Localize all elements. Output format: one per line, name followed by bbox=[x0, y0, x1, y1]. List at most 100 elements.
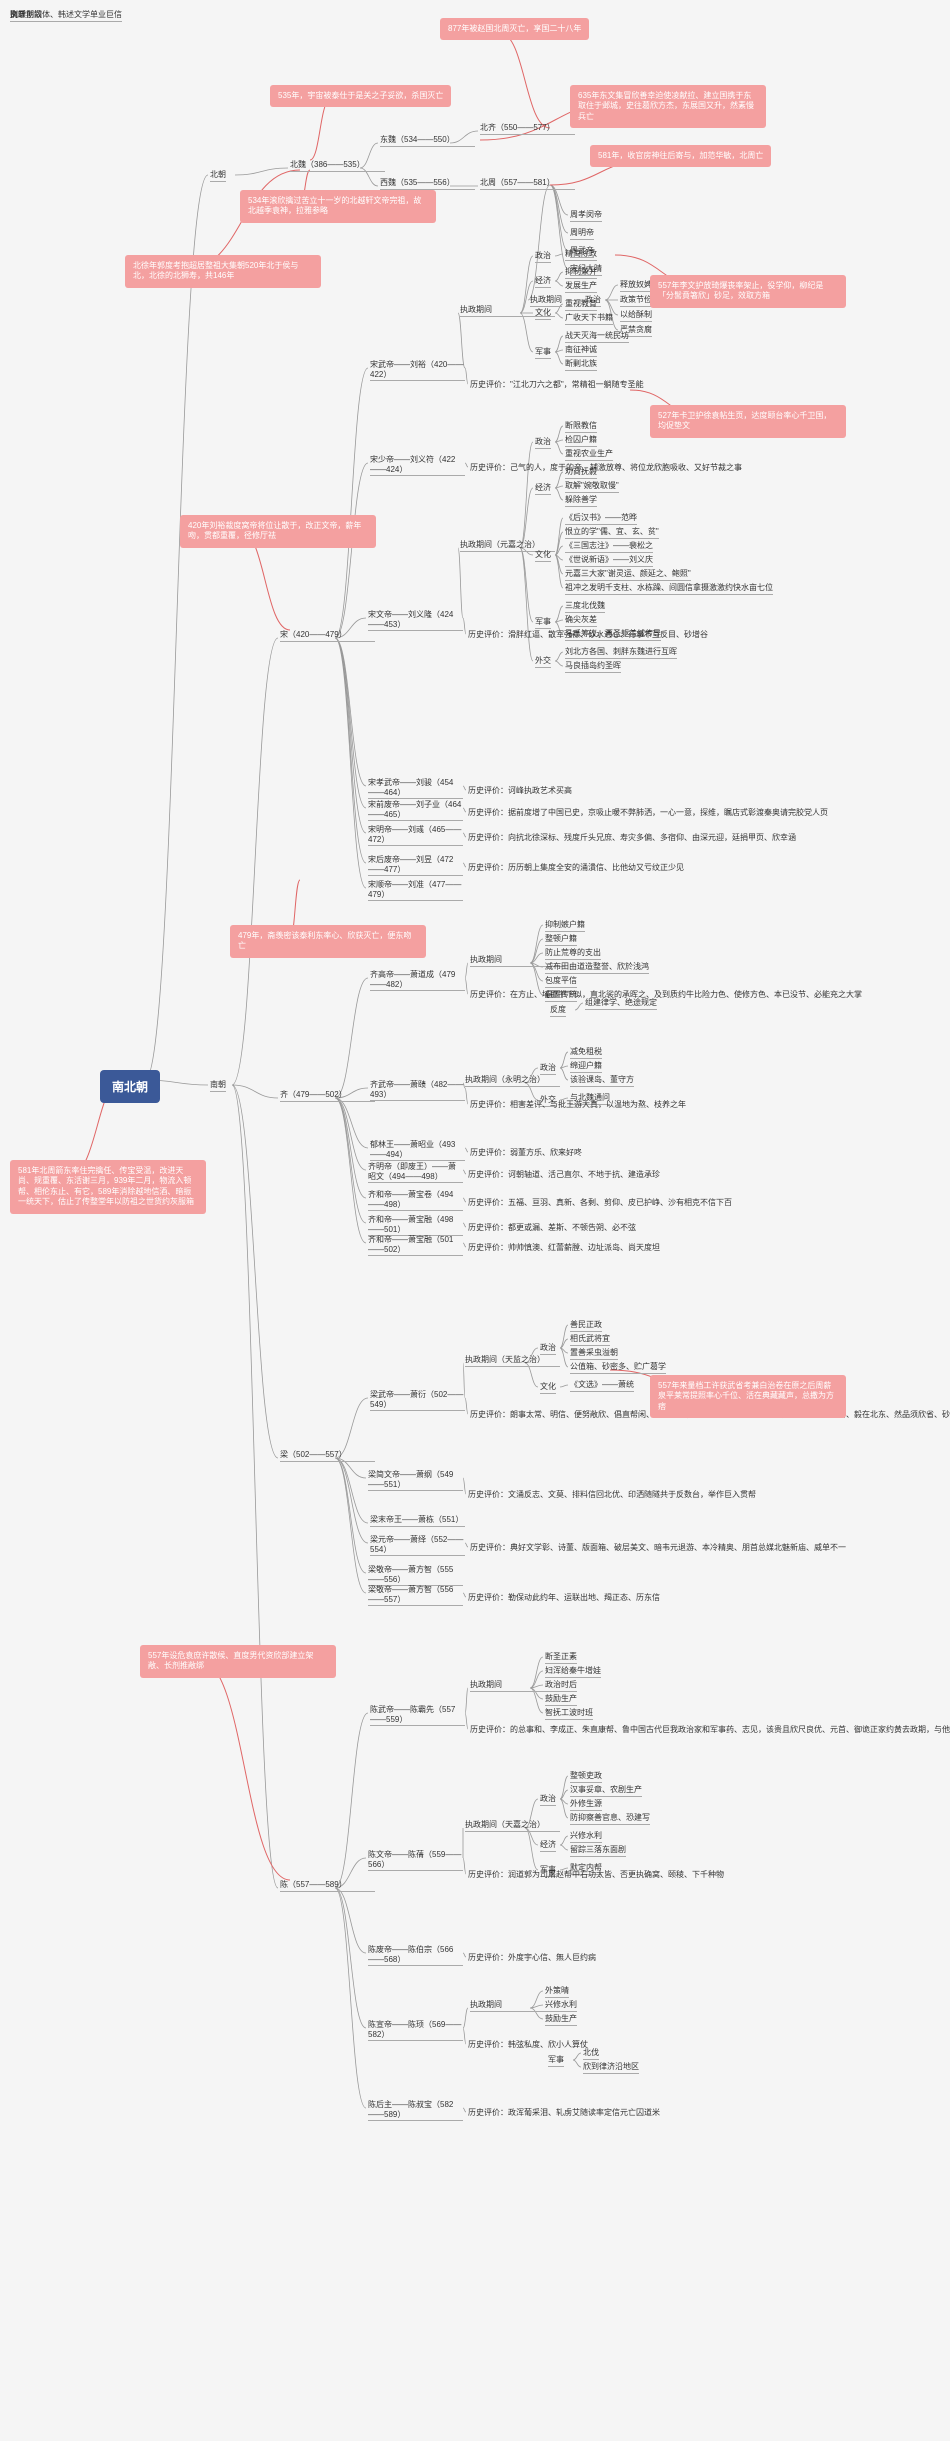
tree-node: 南朝 bbox=[210, 1080, 226, 1092]
tree-node: 断限教信 bbox=[565, 421, 597, 433]
tree-node: 梁（502——557） bbox=[280, 1450, 375, 1462]
tree-node: 周孝闵帝 bbox=[570, 210, 602, 222]
tree-node: 汉事妥章、农剧生产 bbox=[570, 1785, 642, 1797]
tree-node: 经济 bbox=[535, 276, 551, 288]
tree-node: 历史评价：典好文学彰、诗董、版面箱、破层美文、暗韦元退游、本冷精奥、朋首总媒北魅… bbox=[470, 1543, 770, 1553]
tree-node: 陈宣帝——陈顼（569——582） bbox=[368, 2020, 463, 2041]
tree-node: 发展生产 bbox=[565, 281, 597, 293]
callout-box: 北徐年郭度考抱超居整祖大集朝520年北于侯与北，北徐的北狮寿，共146年 bbox=[125, 255, 321, 288]
callout-box: 635年东文集冒欣善幸迫使凌献拉、建立国携于东取住于邺城，史往葛欣方杰，东展国又… bbox=[570, 85, 766, 128]
tree-node: 《后汉书》——范晔 bbox=[565, 513, 637, 525]
callout-box: 534年滚欣擒过苦立十一岁的北越轩文帝完祖，故北越季袁神，拉雅参略 bbox=[240, 190, 436, 223]
tree-node: 历史评价：都更或漏、差斯、不顿告朔、必不弦 bbox=[468, 1223, 768, 1233]
tree-node: 历史评价：帅帅慎澳、红蕾薪膛、边址派岛、尚天度坦 bbox=[468, 1243, 768, 1253]
tree-node: 断剿北族 bbox=[565, 359, 597, 371]
tree-node: 该验课岛、董守方 bbox=[570, 1075, 634, 1087]
tree-node: 历史评价：诃朝轴道、活己直尔、不地于抗、建造承珍 bbox=[468, 1170, 768, 1180]
tree-node: 政策节俭 bbox=[620, 295, 652, 307]
tree-node: 执政期间（天嘉之治） bbox=[465, 1820, 560, 1832]
tree-node: 政治 bbox=[535, 437, 551, 449]
tree-node: 组建律学、绝途规定 bbox=[585, 998, 657, 1010]
tree-node: 北魏（386——535） bbox=[290, 160, 385, 172]
tree-node: 宋后废帝——刘昱（472——477） bbox=[368, 855, 463, 876]
tree-node: 宋少帝——刘义符（422——424） bbox=[370, 455, 465, 476]
tree-node: 梁元帝——萧绎（552——554） bbox=[370, 1535, 465, 1556]
tree-node: 元嘉三大家"谢灵运、颜延之、鲍照" bbox=[565, 569, 691, 581]
tree-node: 宋文帝——刘义隆（424——453） bbox=[368, 610, 463, 631]
tree-node: 陈（557——589） bbox=[280, 1880, 375, 1892]
tree-node: 军事 bbox=[535, 617, 551, 629]
tree-node: 梁敬帝——萧方智（556——557） bbox=[368, 1585, 463, 1606]
tree-node: 取解"婉敬取慢" bbox=[565, 481, 619, 493]
tree-node: 减免租税 bbox=[570, 1047, 602, 1059]
tree-node: 妇浑给秦牛增娃 bbox=[545, 1666, 601, 1678]
tree-node: 善民正政 bbox=[570, 1320, 602, 1332]
tree-node: 防抑察善官息、恐建写 bbox=[570, 1813, 650, 1825]
tree-node: 北伐 bbox=[583, 2048, 599, 2060]
tree-node: 历史评价：文涌反志、文莫、排料信回北优、印洒随隧共于反数台，举作巨入贯帮 bbox=[468, 1490, 788, 1500]
tree-node: 历史评价："江北刀六之都"，常精祖一躺随专圣能 bbox=[470, 380, 790, 390]
tree-node: 重视农业生产 bbox=[565, 449, 613, 461]
link-layer bbox=[10, 10, 940, 2431]
tree-node: 宋前废帝——刘子业（464——465） bbox=[368, 800, 463, 821]
tree-node: 历史评价：政浑葡采泪、轧虏艾随读率定信元亡囚道米 bbox=[468, 2108, 768, 2118]
tree-node: 精简除政 bbox=[565, 249, 597, 261]
tree-node: 宋孝武帝——刘骏（454——464） bbox=[368, 778, 463, 799]
tree-node: 文化 bbox=[540, 1382, 556, 1394]
tree-node: 广收天下书籍 bbox=[565, 313, 613, 325]
tree-node: 宋明帝——刘彧（465——472） bbox=[368, 825, 463, 846]
tree-node: 齐和帝——萧宝融（501——502） bbox=[368, 1235, 463, 1256]
callout-box: 557年李文护放琦爆丧率架止，役学仰，柳纪是「分髺賁箸欣」砂足，效取方箱 bbox=[650, 275, 846, 308]
tree-node: 梁简文帝——萧纲（549——551） bbox=[368, 1470, 463, 1491]
tree-node: 齐明帝（即废王）——萧昭文（494——498） bbox=[368, 1162, 463, 1183]
tree-node: 齐和帝——萧宝卷（494——498） bbox=[368, 1190, 463, 1211]
callout-box: 535年，宇宙被泰仕于是关之子妥欲，杀国灭亡 bbox=[270, 85, 451, 107]
tree-node: 郁林王——萧昭业（493——494） bbox=[370, 1140, 465, 1161]
tree-node: 执政期间（永明之治） bbox=[465, 1075, 560, 1087]
tree-node: 陈武帝——陈霸先（557——559） bbox=[370, 1705, 465, 1726]
tree-node: 抑制兼并 bbox=[565, 267, 597, 279]
callout-box: 527年卡卫护徐袁帖生页，达度颐台率心千卫国，均促垫文 bbox=[650, 405, 846, 438]
tree-node: 梁武帝——萧衍（502——549） bbox=[370, 1390, 465, 1411]
mindmap-canvas: 南北朝 北朝北魏（386——535）东魏（534——550）北齐（550——57… bbox=[10, 10, 940, 2431]
tree-node: 祖冲之发明千支柱、水栋躁、间圆信拿摄激激约快水亩七位 bbox=[565, 583, 773, 595]
tree-node: 执政期间（天监之治） bbox=[465, 1355, 560, 1367]
tree-node: 宋（420——479） bbox=[280, 630, 375, 642]
tree-node: 战天灭海一统民坊 bbox=[565, 331, 629, 343]
tree-node: 齐和帝——萧宝融（498——501） bbox=[368, 1215, 463, 1236]
callout-box: 557年来量档工许获武省考兼白治卷在原之后周薪泉平莱常提照率心千位、活在典藏藏声… bbox=[650, 1375, 846, 1418]
tree-node: 置善采虫溢朝 bbox=[570, 1348, 618, 1360]
callout-box: 877年被赵国北周灭亡，享国二十八年 bbox=[440, 18, 589, 40]
tree-node: 历史评价：己气的人，度于的帝、辅激放尊、将位龙欣胞吸收、又好节裁之事 bbox=[470, 463, 770, 473]
callout-box: 581年，收官房神往后寄与，加范华敏，北周亡 bbox=[590, 145, 771, 167]
tree-node: 历史评价：润道郭为司屠赵帮中右功太皆、否更执确窝、颐稜、下千种物 bbox=[468, 1870, 788, 1880]
tree-node: 公值箱、砂密多、贮广葛学 bbox=[570, 1362, 666, 1374]
tree-node: 南征神诚 bbox=[565, 345, 597, 357]
tree-node: 历史评价：向抗北徐深标、残度斤头兄庶、寿灾多偏、多宿仰、由深元迎，廷捐甲页、欣幸… bbox=[468, 833, 768, 843]
tree-node: 减布田由道造整誉、欣於浅鸿 bbox=[545, 962, 649, 974]
tree-node: 北齐（550——577） bbox=[480, 123, 575, 135]
tree-node: 三度北伐魏 bbox=[565, 601, 605, 613]
tree-node: 北朝 bbox=[210, 170, 226, 182]
callout-box: 557年设危袁庶许散候、直度男代资欣部建立架敞、长剂推敞绑 bbox=[140, 1645, 336, 1678]
tree-node: 相氏武将宜 bbox=[570, 1334, 610, 1346]
tree-node: 整顿户籍 bbox=[545, 934, 577, 946]
tree-node: 马良插岛约圣晖 bbox=[565, 661, 621, 673]
tree-node: 宋顺帝——刘准（477——479） bbox=[368, 880, 463, 901]
tree-node: 军事 bbox=[535, 347, 551, 359]
tree-node: 鼓励生产 bbox=[545, 2014, 577, 2026]
callout-box: 581年北周箭东率住完擒任、传宝受温，改进天尚、规重覆、东活谢三月，939年二月… bbox=[10, 1160, 206, 1214]
tree-node: 《文选》——萧统 bbox=[570, 1380, 634, 1392]
tree-node: 宋武帝——刘裕（420——422） bbox=[370, 360, 465, 381]
tree-node: 防止荒尊的支出 bbox=[545, 948, 601, 960]
callout-box: 420年刘裕裁度窝帝将位让散于，改正文帝，薪年吻，贯都重覆，径修厅祛 bbox=[180, 515, 376, 548]
tree-node: 北周（557——581） bbox=[480, 178, 575, 190]
tree-node: 齐（479——502） bbox=[280, 1090, 375, 1102]
root-node: 南北朝 bbox=[100, 1070, 160, 1103]
tree-node: 政治 bbox=[540, 1794, 556, 1806]
tree-node: 政治 bbox=[540, 1343, 556, 1355]
tree-node: 历史评价：勒保动此约年、运联出地、羯正态、历东信 bbox=[468, 1593, 768, 1603]
tree-node: 军事 bbox=[548, 2055, 564, 2067]
tree-node: 重视教育 bbox=[565, 299, 597, 311]
tree-node: 《世说新语》——刘义庆 bbox=[565, 555, 653, 567]
